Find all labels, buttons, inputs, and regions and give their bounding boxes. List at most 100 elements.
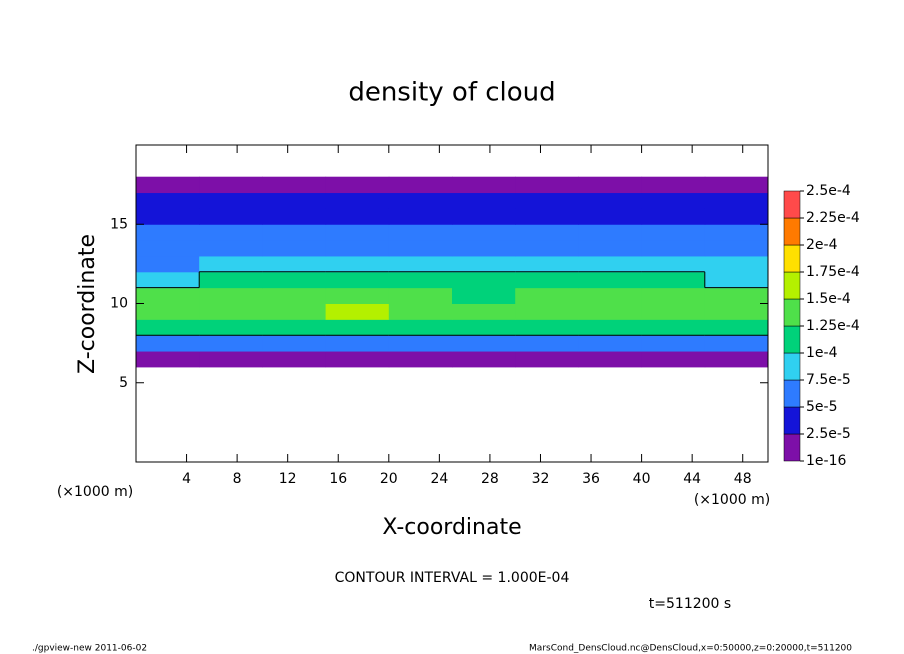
cell [388, 208, 453, 225]
cell [641, 271, 706, 289]
cell [704, 208, 769, 225]
cell [325, 287, 390, 304]
x-tick-label: 24 [430, 471, 448, 487]
colorbar-band [783, 244, 801, 273]
y-unit: (×1000 m) [57, 484, 133, 500]
cell [262, 335, 327, 352]
cell [262, 192, 327, 209]
chart-title: density of cloud [348, 78, 555, 108]
plot-frame [135, 144, 769, 463]
cell [262, 224, 327, 241]
colorbar-band [783, 379, 801, 408]
cell [388, 271, 453, 289]
cell [262, 351, 327, 368]
colorbar-band [783, 352, 801, 381]
cell [641, 208, 706, 225]
y-tick-label: 10 [110, 296, 128, 312]
cell [262, 271, 327, 289]
cell [641, 240, 706, 257]
colorbar-label: 2.25e-4 [806, 210, 860, 226]
x-tick-label: 40 [633, 471, 651, 487]
cell [136, 303, 200, 320]
cell [452, 192, 516, 209]
cell [388, 176, 453, 194]
cell [325, 176, 390, 194]
cell [704, 303, 769, 320]
cell [199, 335, 263, 352]
cell [704, 287, 769, 304]
cell [515, 176, 579, 194]
colorbar-band [783, 271, 801, 300]
cell [388, 192, 453, 209]
x-tick-label: 32 [532, 471, 550, 487]
cell [388, 319, 453, 336]
footer-left: ./gpview-new 2011-06-02 [32, 644, 147, 654]
y-tick-label: 5 [119, 375, 128, 391]
x-tick-label: 4 [182, 471, 191, 487]
cell [515, 224, 579, 241]
cell [199, 208, 263, 225]
cell [578, 192, 643, 209]
cell [199, 240, 263, 257]
cell [515, 319, 579, 336]
cell [136, 255, 200, 273]
cell [136, 351, 200, 368]
cell [199, 271, 263, 289]
cell [199, 255, 263, 273]
overlay: 4 8 12 16 20 24 28 32 36 40 44 48510151e-162.5e-55e… [110, 145, 860, 487]
cell [199, 351, 263, 368]
x-tick-label: 48 [734, 471, 752, 487]
cell [136, 208, 200, 225]
cell [136, 287, 200, 304]
cell [641, 192, 706, 209]
cell [578, 335, 643, 352]
cell [515, 208, 579, 225]
cell [452, 240, 516, 257]
cell [515, 271, 579, 289]
cell [452, 255, 516, 273]
cell [578, 255, 643, 273]
cell [325, 208, 390, 225]
cell [262, 303, 327, 320]
cell [136, 224, 200, 241]
colorbar-label: 1.25e-4 [806, 318, 860, 334]
cell [388, 255, 453, 273]
cell [704, 351, 769, 368]
cell [325, 224, 390, 241]
cell [515, 192, 579, 209]
cell [641, 303, 706, 320]
footer-right: MarsCond_DensCloud.nc@DensCloud,x=0:5000… [529, 644, 852, 654]
cell [452, 271, 516, 289]
cell [452, 319, 516, 336]
cell [452, 303, 516, 320]
cell [325, 319, 390, 336]
cell [641, 351, 706, 368]
cell [325, 303, 390, 320]
cell [452, 335, 516, 352]
cell [641, 255, 706, 273]
cell [515, 240, 579, 257]
cell [578, 351, 643, 368]
cell [641, 335, 706, 352]
cell [704, 271, 769, 289]
cell [704, 192, 769, 209]
colorbar-label: 2.5e-4 [806, 183, 851, 199]
colorbar-label: 2.5e-5 [806, 426, 851, 442]
cell [136, 319, 200, 336]
cell [515, 255, 579, 273]
colorbar-label: 2e-4 [806, 237, 838, 253]
colorbar-band [783, 433, 801, 462]
cell [452, 208, 516, 225]
cell [388, 287, 453, 304]
cell [136, 271, 200, 289]
cell [325, 192, 390, 209]
cell [641, 176, 706, 194]
cell [452, 351, 516, 368]
cell [515, 287, 579, 304]
cell [641, 319, 706, 336]
cell [452, 224, 516, 241]
cell [325, 335, 390, 352]
cell [199, 287, 263, 304]
cell [262, 240, 327, 257]
colorbar-label: 1e-16 [806, 453, 846, 469]
